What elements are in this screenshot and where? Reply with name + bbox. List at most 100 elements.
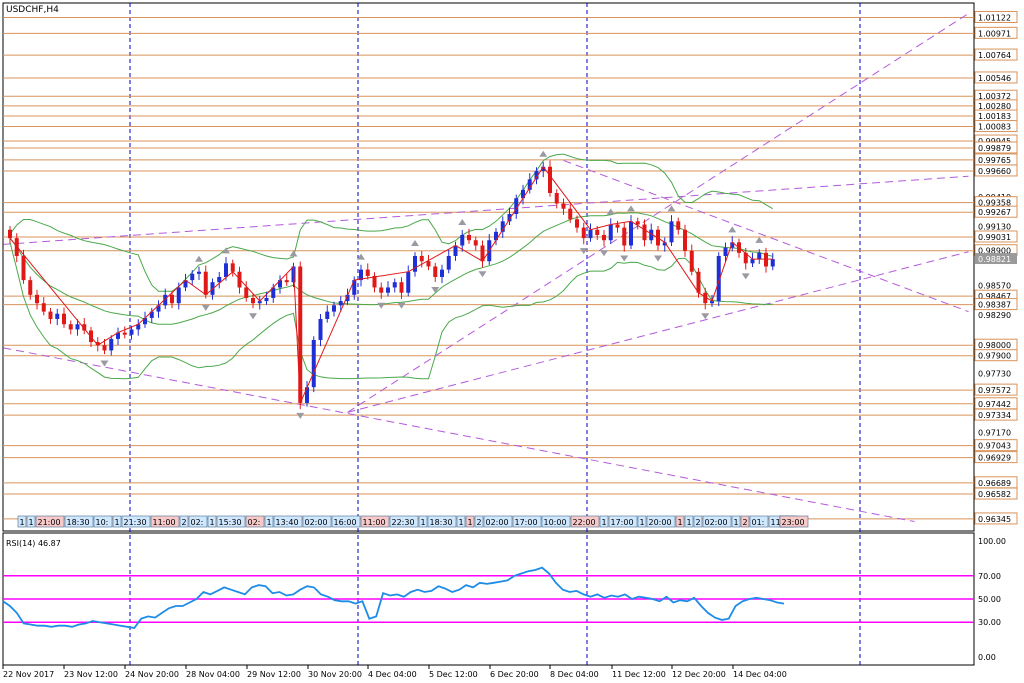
session-label-box (474, 515, 484, 528)
fractal-up-marker (195, 255, 203, 262)
session-label: 10: (96, 518, 109, 527)
price-axis: 1.01122 1.00971 1.00764 1.00546 1.003721.002… (974, 10, 1018, 525)
candle-body (109, 338, 114, 351)
fractal-down-marker (620, 255, 629, 262)
price-axis-label: 0.98387 (978, 301, 1011, 310)
candle-body (156, 305, 161, 312)
fractal-down-marker (100, 360, 109, 367)
session-label: 16:00 (334, 518, 357, 527)
candle-body (514, 198, 519, 214)
session-label: 1 (210, 518, 215, 527)
session-label: 1 (687, 518, 692, 527)
candle-body (696, 271, 701, 293)
trend-line (347, 13, 969, 413)
candle-body (170, 294, 174, 304)
price-level-box (974, 141, 1018, 154)
band-line (9, 153, 774, 292)
candle-body (35, 294, 39, 304)
price-axis-label: 0.99765 (978, 156, 1011, 165)
price-axis-label: 0.96582 (978, 490, 1011, 499)
session-label-box (608, 515, 638, 528)
candle-body (494, 231, 498, 241)
fractal-up-marker (458, 218, 467, 225)
session-label: 1 (421, 518, 426, 527)
candle-body (318, 318, 323, 340)
candle-body (710, 301, 714, 304)
candlesticks (8, 160, 775, 410)
symbol-title: USDCHF,H4 (6, 5, 59, 15)
time-axis-label: 24 Nov 20:00 (125, 670, 179, 679)
session-label: 17:00 (515, 518, 538, 527)
fractal-up-marker (411, 239, 419, 246)
candle-body (743, 252, 748, 264)
session-label: 15:30 (219, 518, 242, 527)
session-label-box (26, 515, 36, 528)
time-axis-label: 14 Dec 04:00 (733, 670, 787, 679)
session-label: 1 (602, 518, 607, 527)
trend-line (563, 159, 969, 313)
candle-body (224, 263, 228, 277)
candle-body (595, 229, 600, 235)
price-level-box (974, 451, 1018, 464)
fractal-up-marker (606, 208, 615, 215)
price-level-box (974, 230, 1018, 243)
session-label-box (684, 515, 694, 528)
fractal-markers (100, 150, 764, 419)
fractal-up-marker (289, 250, 298, 257)
session-label: 22:30 (392, 518, 415, 527)
candle-body (136, 324, 141, 330)
session-label: 1 (459, 518, 464, 527)
candle-body (575, 219, 579, 228)
candle-body (338, 301, 343, 306)
price-level-box (974, 349, 1018, 362)
price-level-box (974, 439, 1018, 452)
session-label-box (456, 515, 466, 528)
price-axis-label: 0.99660 (978, 167, 1011, 176)
candle-body (662, 242, 667, 246)
fractal-down-marker (654, 255, 662, 262)
current-price-label: 0.98821 (978, 255, 1011, 264)
candle-body (62, 313, 66, 325)
candle-body (500, 221, 505, 232)
bollinger-bands (9, 153, 774, 380)
price-level-box (974, 71, 1018, 84)
price-axis-label: 1.01122 (978, 13, 1011, 22)
candle-body (541, 166, 546, 171)
session-label-box (693, 515, 703, 528)
candle-body (548, 166, 552, 193)
candle-body (183, 280, 188, 288)
time-axis-label: 29 Nov 12:00 (247, 670, 301, 679)
candle-body (41, 303, 46, 312)
fractal-down-marker (701, 313, 710, 320)
candle-body (28, 280, 33, 295)
price-axis-label: 0.99358 (978, 199, 1011, 208)
session-label: 02: (191, 518, 204, 527)
price-axis-label: 0.97572 (978, 386, 1011, 395)
session-label: 2 (743, 518, 748, 527)
candle-body (190, 273, 195, 281)
fractal-up-marker (222, 247, 230, 254)
time-axis-label: 5 Dec 12:00 (429, 670, 478, 679)
session-label: 1 (468, 518, 473, 527)
fractal-up-marker (667, 205, 676, 212)
candle-body (21, 255, 26, 281)
fractal-down-marker (249, 313, 257, 320)
candle-body (129, 329, 134, 335)
candle-body (75, 324, 80, 330)
current-price-box (975, 253, 1017, 265)
candle-body (359, 269, 363, 281)
trend-lines (3, 13, 969, 523)
candle-body (372, 275, 377, 288)
candle-body (467, 234, 471, 241)
price-level-box (974, 298, 1018, 311)
session-label-box (264, 515, 274, 528)
price-axis-label: 0.97900 (978, 352, 1011, 361)
price-level-box (974, 487, 1018, 500)
price-level-box (974, 26, 1018, 39)
candle-body (534, 170, 539, 180)
session-label-box (216, 515, 246, 528)
candle-body (615, 224, 620, 228)
session-label-box (418, 515, 428, 528)
time-axis: 22 Nov 2017 23 Nov 12:00 24 Nov 20:00 28 No… (2, 665, 787, 679)
price-axis-label: 0.98000 (978, 341, 1011, 350)
